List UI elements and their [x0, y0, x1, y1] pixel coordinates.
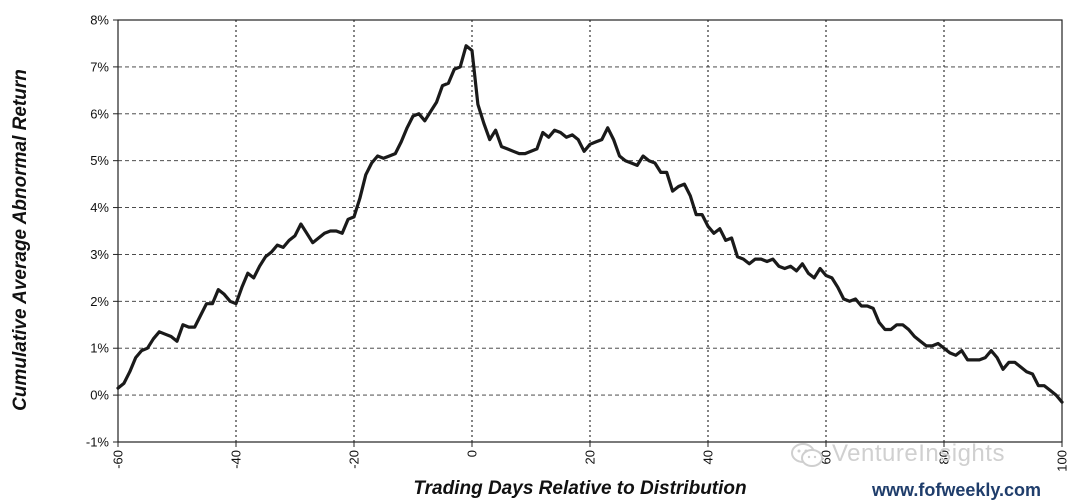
y-tick-label: 6% [90, 106, 109, 121]
y-axis-ticks: -1% 0% 1% 2% 3% 4% 5% 6% 7% 8% [86, 13, 118, 450]
watermark-text: VentureInsights [832, 440, 1005, 467]
y-axis-title: Cumulative Average Abnormal Return [10, 69, 31, 411]
y-tick-label: 0% [90, 388, 109, 403]
y-tick-label: 2% [90, 294, 109, 309]
series-group [116, 44, 1064, 404]
x-tick-label: 100 [1055, 450, 1070, 472]
watermark: VentureInsights [790, 440, 1005, 468]
x-axis-title: Trading Days Relative to Distribution [413, 478, 746, 499]
x-tick-label: -20 [347, 450, 362, 469]
x-tick-label: 20 [583, 450, 598, 464]
y-tick-label: 7% [90, 59, 109, 74]
x-tick-label: 40 [701, 450, 716, 464]
source-url: www.fofweekly.com [872, 480, 1042, 500]
x-tick-label: 80 [937, 450, 952, 464]
y-tick-label: 8% [90, 13, 109, 28]
y-tick-label: 4% [90, 200, 109, 215]
x-tick-label: -60 [111, 450, 126, 469]
x-tick-label: 0 [465, 450, 480, 457]
grid-lines [118, 20, 1062, 442]
series-line [116, 44, 1064, 404]
wechat-icon [790, 442, 824, 468]
x-tick-label: -40 [229, 450, 244, 469]
y-tick-label: 1% [90, 341, 109, 356]
y-tick-label: 5% [90, 153, 109, 168]
x-axis-ticks: -60 -40 -20 0 20 40 60 80 100 [111, 442, 1070, 472]
y-tick-label: 3% [90, 247, 109, 262]
y-tick-label: -1% [86, 435, 110, 450]
